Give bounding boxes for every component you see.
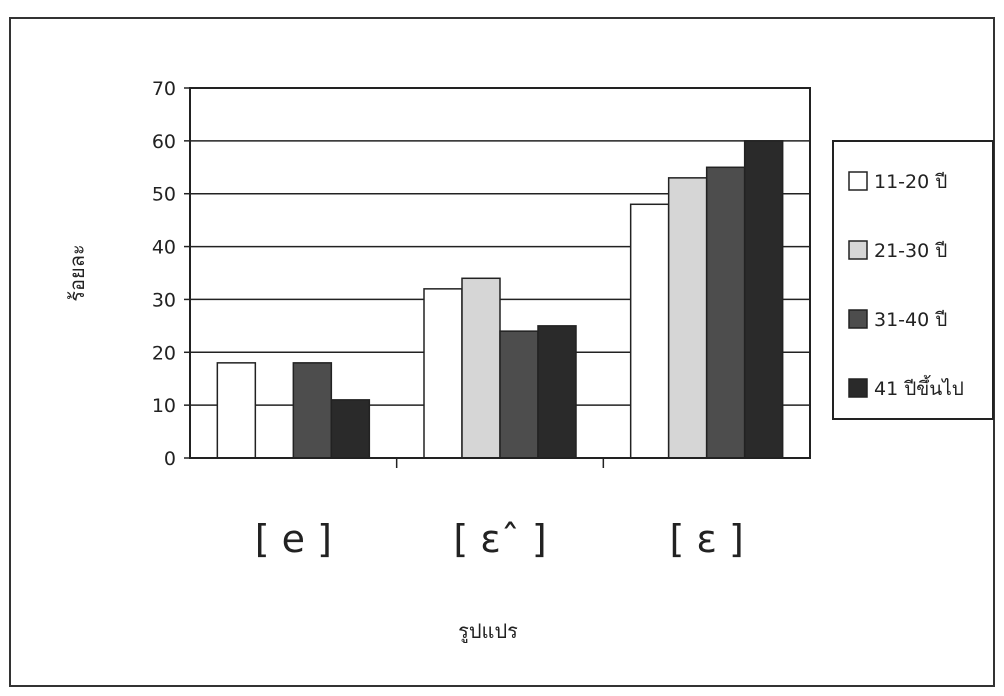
category-label: [ ɛ ] <box>669 517 743 561</box>
bar <box>667 177 708 459</box>
y-tick-label: 60 <box>152 131 176 153</box>
bar <box>499 330 539 459</box>
y-tick-label: 0 <box>164 448 176 470</box>
y-tick-label: 10 <box>152 395 176 417</box>
x-axis-title: รูปแปร <box>458 619 518 644</box>
category-labels: [ e ] [ ɛˆ ] [ ɛ ] <box>255 517 744 561</box>
legend-label: 41 ปีขึ้นไป <box>874 375 964 400</box>
plot-area-border <box>189 87 811 459</box>
y-tick-label: 50 <box>152 184 176 206</box>
y-axis-ticks: 0 10 20 30 40 50 60 70 <box>152 78 190 470</box>
bars <box>216 140 784 459</box>
x-axis-ticks <box>395 458 605 468</box>
legend-swatch <box>848 309 868 329</box>
legend-swatch <box>848 240 868 260</box>
bar <box>461 277 501 459</box>
legend-label: 31-40 ปี <box>874 309 947 331</box>
bar <box>292 362 333 459</box>
y-tick-label: 70 <box>152 78 176 100</box>
bar <box>705 166 746 459</box>
bar <box>423 288 463 459</box>
category-label: [ e ] <box>255 517 332 561</box>
y-axis-title: ร้อยละ <box>65 244 89 301</box>
y-tick-label: 40 <box>152 237 176 259</box>
category-label: [ ɛˆ ] <box>453 517 546 561</box>
y-tick-label: 30 <box>152 289 176 311</box>
bar <box>330 399 371 459</box>
legend: 11-20 ปี 21-30 ปี 31-40 ปี 41 ปีขึ้นไป <box>832 140 994 420</box>
bar <box>216 362 257 459</box>
bar <box>537 325 577 459</box>
y-tick-label: 20 <box>152 342 176 364</box>
bar <box>629 203 670 459</box>
legend-swatch <box>848 171 868 191</box>
legend-label: 21-30 ปี <box>874 240 947 262</box>
legend-label: 11-20 ปี <box>874 171 947 193</box>
legend-swatch <box>848 378 868 398</box>
bar <box>743 140 784 459</box>
